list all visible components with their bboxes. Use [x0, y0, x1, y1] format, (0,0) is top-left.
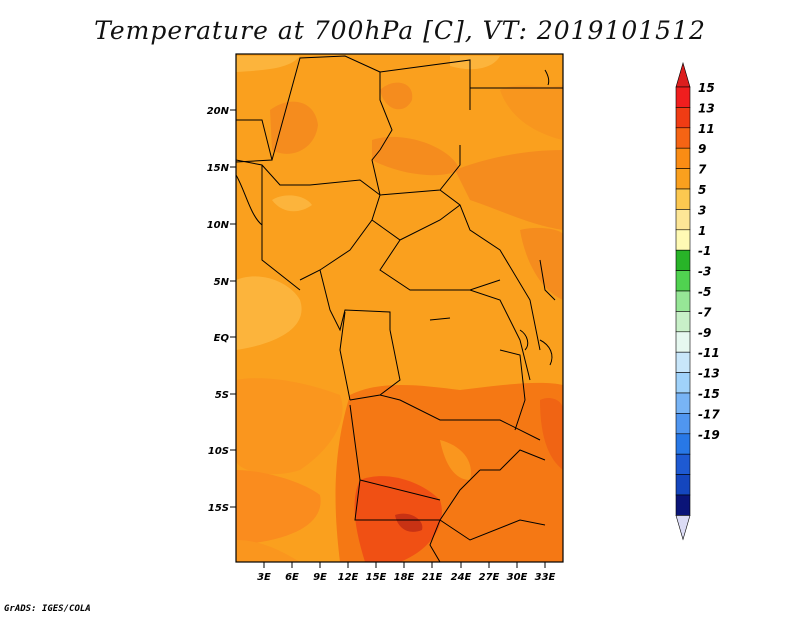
colorbar-label: -7	[698, 305, 712, 319]
colorbar-label: -13	[698, 367, 720, 381]
x-tick-label: 18E	[394, 572, 415, 583]
colorbar-swatch	[675, 147, 691, 169]
x-axis: 3E 6E 9E 12E 15E 18E 21E 24E 27E 30E 33E	[257, 562, 556, 583]
y-tick-label: 5N	[214, 277, 230, 288]
colorbar-label: 15	[698, 81, 715, 95]
y-tick-label: 15S	[208, 503, 229, 514]
colorbar-swatch	[675, 188, 691, 210]
y-tick-label: 10S	[208, 446, 229, 457]
colorbar-swatch	[675, 413, 691, 435]
colorbar: 15 13 11 9 7 5 3 1 -1 -3 -5 -7 -9 -11 -13 -15 -17 -19	[675, 61, 720, 541]
colorbar-label: -9	[698, 326, 711, 340]
colorbar-label: 1	[698, 224, 706, 238]
y-tick-label: 15N	[207, 163, 230, 174]
colorbar-swatch	[675, 209, 691, 231]
y-tick-label: EQ	[214, 333, 230, 344]
colorbar-swatch	[675, 433, 691, 455]
colorbar-swatch	[675, 453, 691, 475]
colorbar-swatch	[675, 107, 691, 129]
colorbar-swatch	[675, 372, 691, 394]
colorbar-label: 7	[698, 163, 707, 177]
x-tick-label: 3E	[257, 572, 271, 583]
credit-label: GrADS: IGES/COLA	[4, 604, 91, 614]
x-tick-label: 24E	[451, 572, 472, 583]
colorbar-swatch	[675, 270, 691, 292]
x-tick-label: 9E	[313, 572, 327, 583]
colorbar-label: -11	[698, 346, 720, 360]
colorbar-swatch	[675, 311, 691, 333]
colorbar-swatch	[675, 229, 691, 251]
colorbar-swatch	[675, 168, 691, 190]
x-tick-label: 21E	[422, 572, 443, 583]
colorbar-swatch	[675, 127, 691, 149]
x-tick-label: 30E	[507, 572, 528, 583]
colorbar-label: 3	[698, 203, 706, 217]
colorbar-label: 11	[698, 122, 715, 136]
colorbar-swatch	[675, 249, 691, 271]
colorbar-swatch	[675, 351, 691, 373]
country-borders	[236, 55, 563, 562]
colorbar-label: -17	[698, 407, 720, 421]
y-tick-label: 10N	[207, 220, 230, 231]
x-tick-label: 27E	[479, 572, 500, 583]
colorbar-label: -1	[698, 244, 711, 258]
colorbar-label: -3	[698, 265, 711, 279]
x-tick-label: 15E	[366, 572, 387, 583]
colorbar-swatch	[675, 392, 691, 414]
map-title: Temperature at 700hPa [C], VT: 201910151…	[94, 16, 706, 45]
map-frame	[235, 53, 564, 563]
colorbar-swatch	[675, 474, 691, 496]
y-tick-label: 20N	[207, 106, 230, 117]
y-tick-label: 5S	[215, 390, 229, 401]
x-tick-label: 6E	[285, 572, 299, 583]
colorbar-label: -15	[698, 387, 720, 401]
colorbar-label: 13	[698, 101, 715, 115]
colorbar-label: -5	[698, 285, 711, 299]
colorbar-label: 5	[698, 183, 706, 197]
colorbar-swatch	[675, 494, 691, 516]
colorbar-swatch	[675, 331, 691, 353]
x-tick-label: 33E	[535, 572, 556, 583]
y-axis: 20N 15N 10N 5N EQ 5S 10S 15S	[207, 106, 236, 514]
x-tick-label: 12E	[338, 572, 359, 583]
colorbar-swatch	[675, 290, 691, 312]
colorbar-top-triangle	[675, 61, 691, 88]
temperature-field	[236, 54, 563, 562]
colorbar-label: 9	[698, 142, 706, 156]
colorbar-bottom-triangle	[675, 515, 691, 541]
colorbar-swatch	[675, 86, 691, 108]
colorbar-label: -19	[698, 428, 720, 442]
